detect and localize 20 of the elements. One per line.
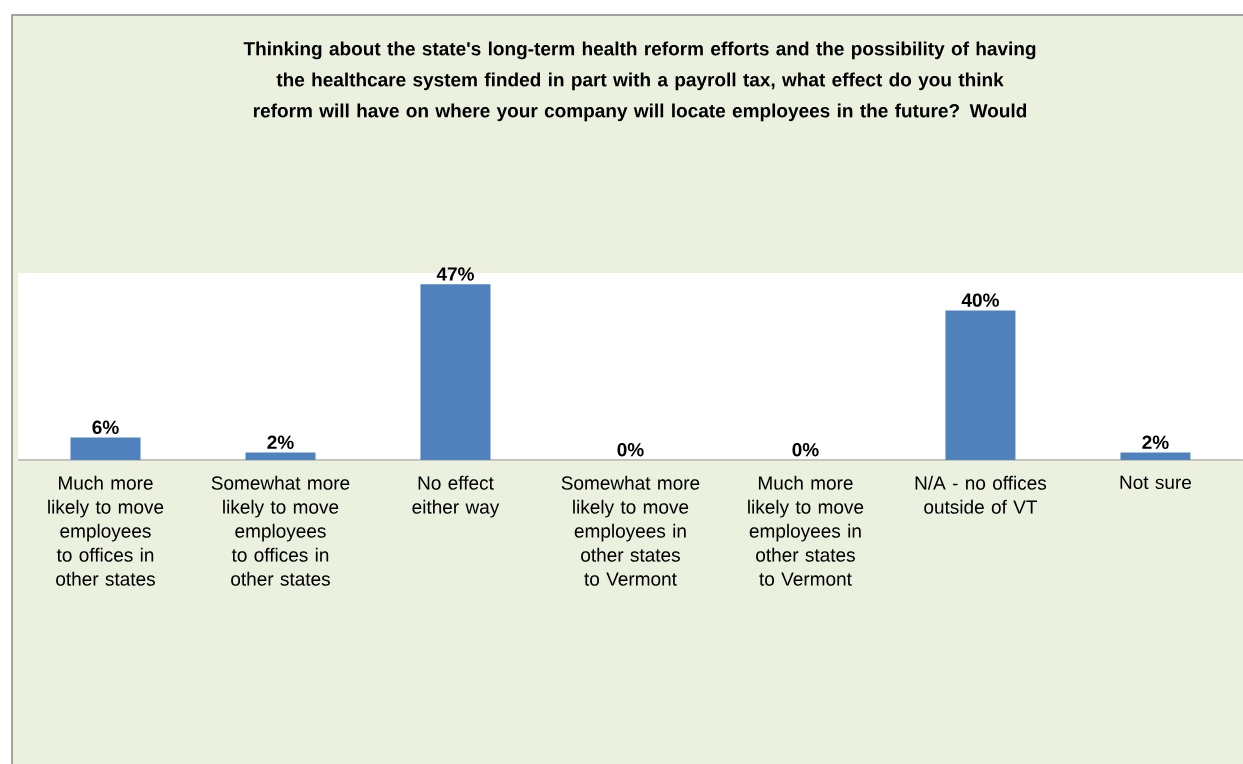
x-tick-label: Much more likely to move employees in other states to Vermont — [748, 475, 864, 586]
x-tick-label: No effect either way — [412, 475, 500, 518]
bar — [420, 284, 491, 460]
data-label: 47% — [436, 267, 474, 281]
x-tick-label: Not sure — [1120, 475, 1191, 490]
data-label: 40% — [961, 293, 999, 307]
bar — [1120, 452, 1191, 460]
bar — [245, 452, 316, 460]
x-tick-label: Much more likely to move employees to offices in other states — [48, 475, 164, 586]
x-tick-label: Somewhat more likely to move employees to offices in other states — [211, 475, 350, 586]
bar — [945, 310, 1016, 460]
data-label: 2% — [1142, 435, 1169, 449]
data-label: 0% — [617, 443, 644, 457]
data-label: 2% — [267, 435, 294, 449]
chart-title: Thinking about the state's long-term health reform efforts and the possibility of having the healthcare system finded in part with a payroll tax, what effect do you think reform will have on where your company will locate employees in the future? Would — [243, 41, 1036, 122]
x-tick-label: N/A - no offices outside of VT — [915, 475, 1047, 514]
bar — [70, 437, 141, 460]
data-label: 0% — [792, 443, 819, 457]
x-tick-label: Somewhat more likely to move employees in other states to Vermont — [561, 475, 700, 586]
data-label: 6% — [92, 420, 119, 435]
